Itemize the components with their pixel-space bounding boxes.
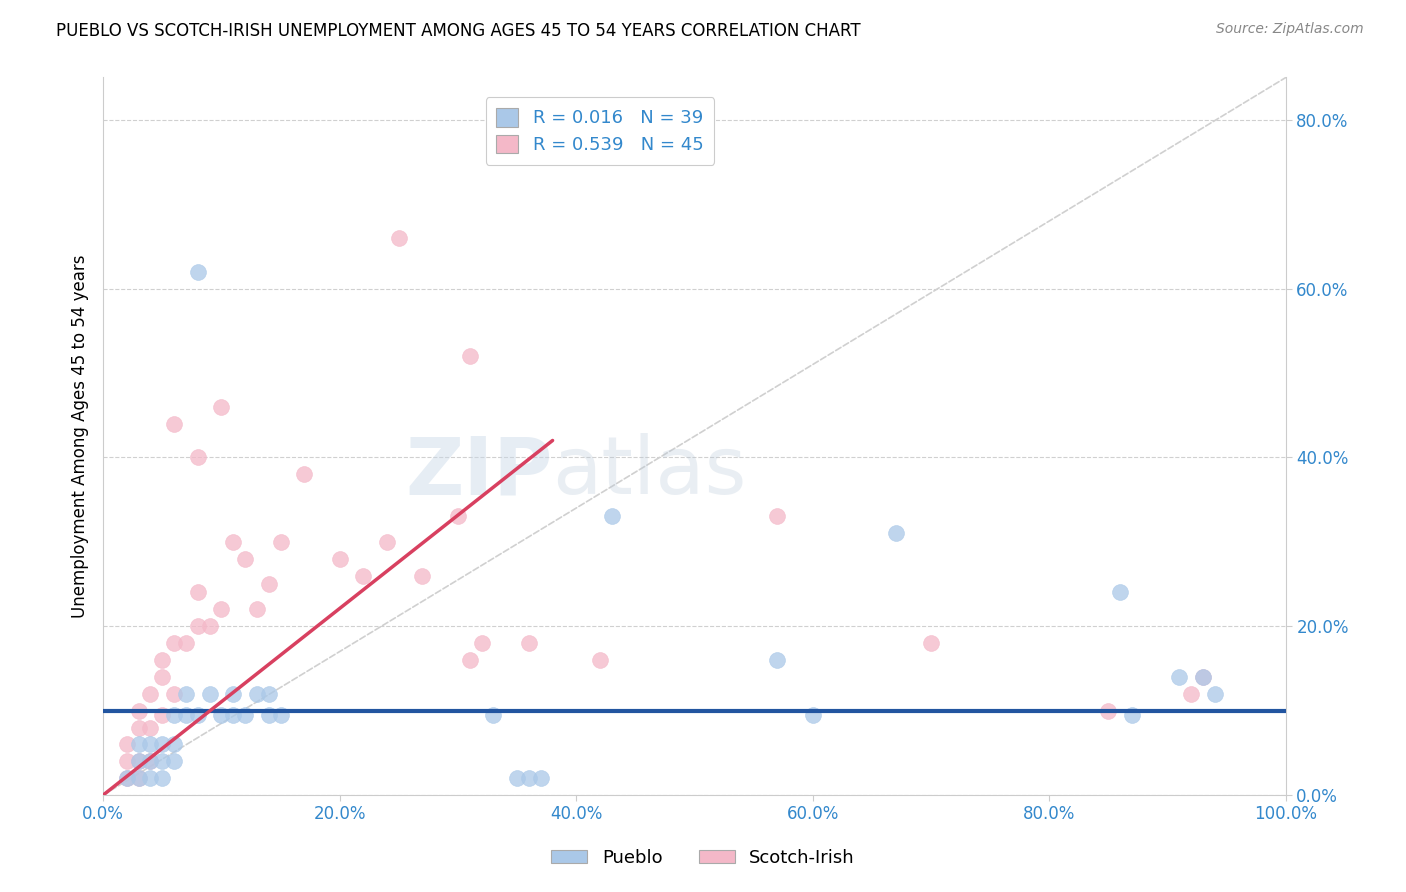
Point <box>115 771 138 785</box>
Point <box>257 687 280 701</box>
Point <box>150 707 173 722</box>
Point <box>222 707 245 722</box>
Point <box>884 526 907 541</box>
Point <box>163 417 186 431</box>
Point <box>257 707 280 722</box>
Point <box>128 754 150 768</box>
Point <box>163 707 186 722</box>
Point <box>388 231 411 245</box>
Point <box>329 551 352 566</box>
Point <box>150 653 173 667</box>
Point <box>517 636 540 650</box>
Point <box>139 771 162 785</box>
Point <box>233 551 256 566</box>
Point <box>163 754 186 768</box>
Point <box>411 568 433 582</box>
Point <box>187 450 209 465</box>
Point <box>471 636 494 650</box>
Point <box>139 754 162 768</box>
Point <box>1109 585 1132 599</box>
Point <box>1168 670 1191 684</box>
Point <box>174 687 197 701</box>
Point <box>139 687 162 701</box>
Point <box>209 707 232 722</box>
Point <box>209 400 232 414</box>
Point <box>600 509 623 524</box>
Point <box>589 653 612 667</box>
Text: Source: ZipAtlas.com: Source: ZipAtlas.com <box>1216 22 1364 37</box>
Point <box>128 771 150 785</box>
Point <box>115 754 138 768</box>
Point <box>375 534 398 549</box>
Point <box>198 687 221 701</box>
Point <box>270 534 292 549</box>
Point <box>458 349 481 363</box>
Point <box>1097 704 1119 718</box>
Point <box>174 636 197 650</box>
Point <box>1192 670 1215 684</box>
Point <box>150 771 173 785</box>
Point <box>447 509 470 524</box>
Point <box>128 771 150 785</box>
Point <box>150 670 173 684</box>
Point <box>187 619 209 633</box>
Y-axis label: Unemployment Among Ages 45 to 54 years: Unemployment Among Ages 45 to 54 years <box>72 254 89 618</box>
Point <box>222 687 245 701</box>
Point <box>128 754 150 768</box>
Point <box>1121 707 1143 722</box>
Text: PUEBLO VS SCOTCH-IRISH UNEMPLOYMENT AMONG AGES 45 TO 54 YEARS CORRELATION CHART: PUEBLO VS SCOTCH-IRISH UNEMPLOYMENT AMON… <box>56 22 860 40</box>
Point <box>139 754 162 768</box>
Point <box>163 738 186 752</box>
Point <box>246 602 269 616</box>
Text: ZIP: ZIP <box>405 434 553 511</box>
Point <box>209 602 232 616</box>
Point <box>1180 687 1202 701</box>
Point <box>801 707 824 722</box>
Point <box>257 577 280 591</box>
Point <box>270 707 292 722</box>
Point <box>352 568 374 582</box>
Point <box>115 771 138 785</box>
Point <box>530 771 553 785</box>
Point <box>292 467 315 482</box>
Point <box>163 636 186 650</box>
Point <box>222 534 245 549</box>
Point <box>458 653 481 667</box>
Point <box>517 771 540 785</box>
Point <box>187 265 209 279</box>
Point <box>163 687 186 701</box>
Point <box>920 636 942 650</box>
Point <box>139 721 162 735</box>
Point <box>128 721 150 735</box>
Point <box>187 585 209 599</box>
Point <box>128 704 150 718</box>
Point <box>115 738 138 752</box>
Point <box>198 619 221 633</box>
Point <box>1192 670 1215 684</box>
Point <box>482 707 505 722</box>
Point <box>246 687 269 701</box>
Point <box>128 738 150 752</box>
Point <box>174 707 197 722</box>
Point <box>139 738 162 752</box>
Point <box>150 738 173 752</box>
Point <box>506 771 529 785</box>
Text: atlas: atlas <box>553 434 747 511</box>
Point <box>233 707 256 722</box>
Legend: R = 0.016   N = 39, R = 0.539   N = 45: R = 0.016 N = 39, R = 0.539 N = 45 <box>485 97 714 165</box>
Point <box>1204 687 1226 701</box>
Point <box>766 653 789 667</box>
Legend: Pueblo, Scotch-Irish: Pueblo, Scotch-Irish <box>544 842 862 874</box>
Point <box>766 509 789 524</box>
Point <box>150 754 173 768</box>
Point <box>187 707 209 722</box>
